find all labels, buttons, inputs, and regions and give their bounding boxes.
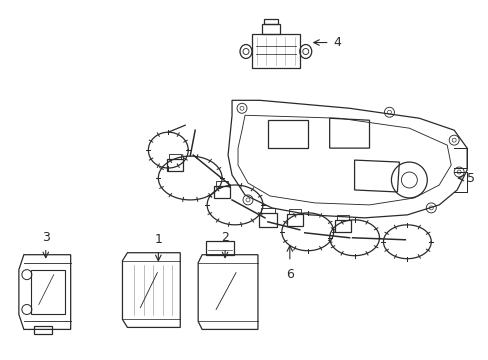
Bar: [31, 270, 64, 315]
Bar: [261, 208, 274, 213]
Text: 6: 6: [285, 268, 293, 281]
Bar: [259, 213, 276, 227]
Text: 3: 3: [42, 231, 50, 244]
Bar: [206, 241, 234, 255]
Text: 4: 4: [333, 36, 341, 49]
Bar: [216, 181, 227, 186]
Bar: [286, 214, 302, 226]
Bar: [288, 209, 300, 214]
Bar: [262, 24, 279, 33]
Bar: [336, 215, 348, 220]
Bar: [334, 220, 350, 232]
Text: 2: 2: [221, 231, 228, 244]
Bar: [214, 186, 229, 198]
Text: 5: 5: [466, 171, 474, 185]
Bar: [251, 33, 299, 68]
Bar: [167, 159, 183, 171]
Bar: [169, 154, 181, 159]
Text: 1: 1: [154, 233, 162, 246]
Bar: [34, 327, 52, 334]
Bar: [264, 19, 277, 24]
